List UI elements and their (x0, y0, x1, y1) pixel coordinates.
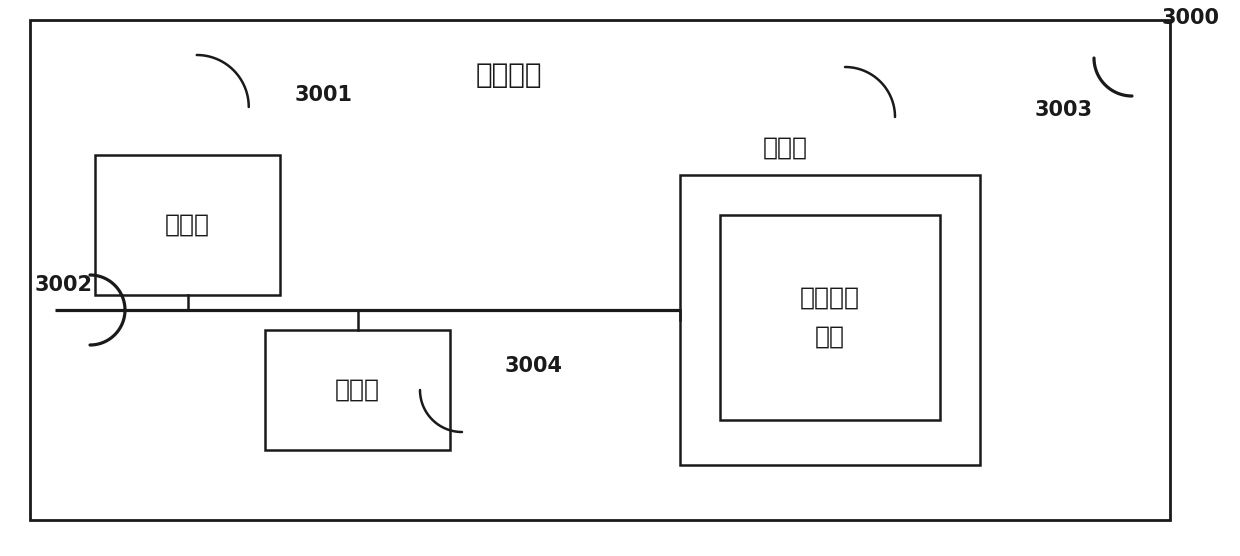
Text: 收发器: 收发器 (335, 378, 379, 402)
Text: 处理器: 处理器 (165, 213, 210, 237)
Text: 应用程序
代码: 应用程序 代码 (800, 286, 861, 349)
Text: 3001: 3001 (295, 85, 353, 105)
Bar (265, 330, 450, 450)
Bar (30, 20, 1171, 520)
Bar (720, 215, 940, 420)
Text: 3004: 3004 (505, 356, 563, 376)
Text: 3003: 3003 (1035, 100, 1092, 120)
Text: 3002: 3002 (35, 275, 93, 295)
Text: 存储器: 存储器 (763, 136, 807, 160)
Text: 3000: 3000 (1162, 8, 1220, 28)
Bar (95, 155, 280, 295)
Text: 电子设备: 电子设备 (476, 61, 542, 89)
Bar (680, 175, 980, 465)
